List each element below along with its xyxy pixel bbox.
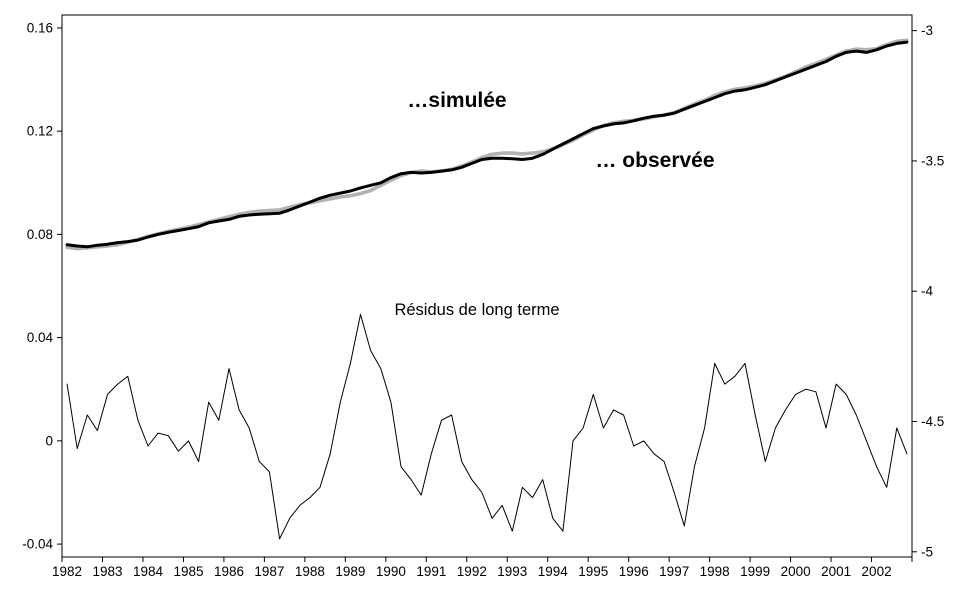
- x-axis-year-label: 1987: [254, 564, 284, 579]
- x-axis-year-label: 1999: [740, 564, 770, 579]
- x-axis-year-label: 1986: [214, 564, 244, 579]
- x-axis-year-label: 1992: [457, 564, 487, 579]
- x-axis-year-label: 1991: [416, 564, 446, 579]
- y-left-tick-label: 0: [45, 433, 53, 448]
- x-axis-year-label: 1993: [497, 564, 527, 579]
- y-right-tick-label: -3.5: [921, 153, 944, 168]
- x-axis-year-label: 1989: [335, 564, 365, 579]
- label-simulee: …simulée: [407, 89, 506, 112]
- x-axis-year-label: 2001: [821, 564, 851, 579]
- y-left-tick-label: 0.08: [27, 227, 53, 242]
- y-right-tick-label: -4: [921, 284, 933, 299]
- y-left-tick-label: 0.16: [27, 20, 53, 35]
- x-axis-year-label: 1982: [52, 564, 82, 579]
- y-left-tick-label: -0.04: [22, 537, 53, 552]
- serie-observee: [65, 40, 909, 249]
- x-axis-year-label: 1995: [578, 564, 608, 579]
- label-observee: … observée: [595, 149, 714, 172]
- x-axis-year-label: 1983: [93, 564, 123, 579]
- x-axis-year-label: 1998: [700, 564, 730, 579]
- y-right-tick-label: -3: [921, 23, 933, 38]
- x-axis-year-label: 1988: [295, 564, 325, 579]
- x-axis-year-label: 1984: [133, 564, 164, 579]
- x-axis-year-label: 1990: [376, 564, 406, 579]
- plot-area: [61, 14, 913, 558]
- x-axis-year-label: 2000: [781, 564, 811, 579]
- y-left-tick-label: 0.04: [27, 330, 54, 345]
- serie-residus: [66, 313, 908, 540]
- y-right-tick-label: -5: [921, 544, 933, 559]
- y-right-tick-label: -4.5: [921, 414, 944, 429]
- label-residus: Résidus de long terme: [394, 301, 559, 319]
- x-axis-year-label: 1996: [619, 564, 649, 579]
- x-axis-year-label: 1994: [538, 564, 569, 579]
- y-left-tick-label: 0.12: [27, 124, 53, 139]
- x-axis-year-label: 2002: [862, 564, 892, 579]
- x-axis-year-label: 1997: [659, 564, 689, 579]
- x-axis-year-label: 1985: [173, 564, 203, 579]
